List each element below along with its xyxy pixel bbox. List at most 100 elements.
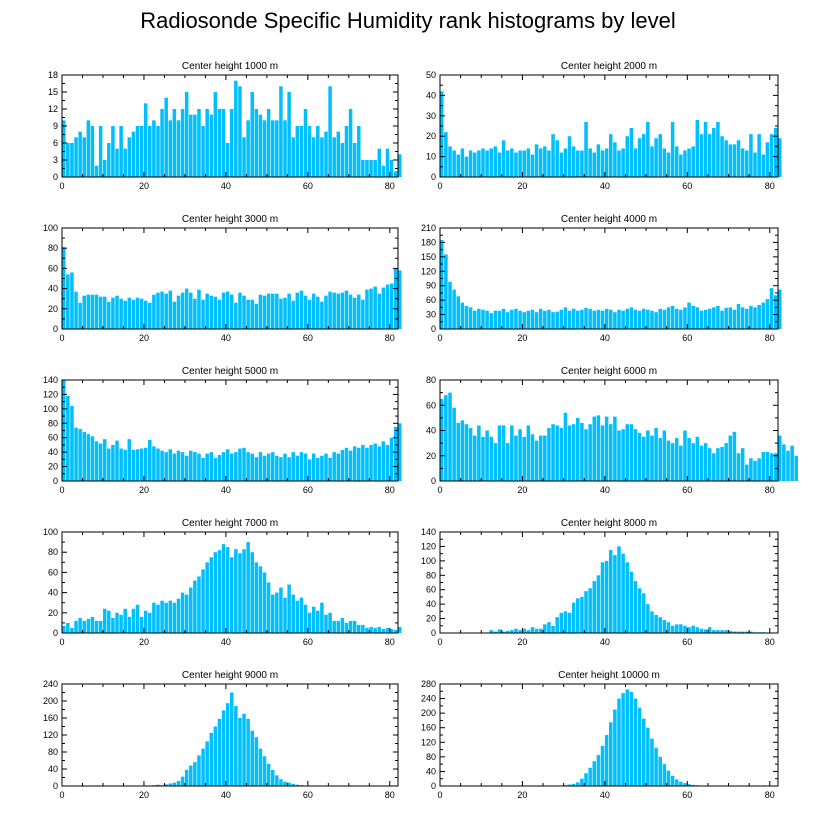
bar	[613, 312, 617, 329]
bar	[66, 143, 70, 177]
bar	[613, 709, 617, 786]
bar	[258, 114, 263, 177]
bar	[654, 138, 658, 177]
bar	[279, 779, 283, 786]
bar	[385, 148, 390, 177]
bar	[580, 778, 584, 786]
bar	[230, 453, 234, 481]
bar	[320, 602, 324, 633]
y-tick-label: 0	[53, 172, 58, 182]
panel-title: Center height 9000 m	[182, 670, 278, 681]
bar	[176, 450, 181, 481]
bar	[295, 292, 300, 329]
x-tick-label: 20	[517, 485, 527, 495]
bar	[94, 165, 99, 177]
x-tick-label: 80	[385, 637, 395, 647]
bar	[184, 92, 189, 177]
bar	[193, 114, 197, 177]
bar	[567, 425, 572, 481]
bar	[189, 587, 193, 633]
bar	[385, 627, 390, 633]
bar	[86, 434, 91, 481]
bar	[74, 427, 78, 481]
bar	[225, 703, 230, 787]
bar	[303, 295, 308, 329]
bar	[365, 289, 369, 329]
bar	[600, 425, 605, 481]
bar	[275, 592, 279, 633]
y-tick-label: 200	[43, 696, 58, 706]
bar	[283, 297, 287, 329]
bar	[254, 737, 259, 787]
bar	[62, 120, 66, 177]
bar	[275, 775, 279, 787]
bar	[761, 154, 766, 177]
bar	[381, 287, 386, 329]
y-tick-label: 20	[426, 131, 436, 141]
bar	[164, 602, 168, 633]
bar	[691, 625, 695, 633]
bar	[633, 581, 638, 633]
bar	[646, 430, 650, 481]
bar	[522, 150, 526, 177]
bar	[563, 611, 568, 633]
x-tick-label: 20	[517, 333, 527, 343]
y-tick-label: 40	[48, 764, 58, 774]
bar	[234, 706, 238, 786]
bar	[555, 425, 559, 481]
bar	[547, 622, 551, 633]
bar	[600, 745, 605, 786]
bar	[662, 620, 667, 633]
bar	[283, 597, 287, 633]
bar	[658, 308, 662, 329]
bar	[266, 453, 271, 481]
bar	[514, 628, 518, 633]
bar	[213, 296, 218, 329]
bar	[510, 425, 514, 481]
bar	[307, 299, 312, 329]
bar	[773, 453, 778, 481]
bar	[703, 443, 708, 482]
bar	[238, 292, 242, 329]
y-tick-label: 240	[421, 694, 436, 704]
bar	[348, 109, 353, 177]
bar	[489, 436, 493, 481]
bar	[148, 612, 152, 633]
bar	[398, 423, 402, 481]
bar	[584, 121, 588, 177]
bar	[679, 309, 683, 329]
y-tick-label: 15	[48, 87, 58, 97]
bar	[728, 435, 733, 481]
bar	[703, 121, 708, 177]
bar	[769, 134, 774, 177]
panel-2: Center height 2000 m 0 20 40 60 80 0 10 20 30 40 50	[426, 61, 782, 191]
bar	[650, 738, 654, 786]
bar	[66, 274, 70, 329]
bar	[567, 310, 572, 329]
bar	[534, 312, 539, 329]
panel-6: Center height 6000 m 0 20 40 60 80 0 20 40 60 80	[426, 366, 799, 495]
bar	[209, 452, 214, 481]
y-tick-label: 0	[431, 324, 436, 334]
panel-8: Center height 8000 m 0 20 40 60 80 0 20 40 60 80 10…	[421, 518, 779, 647]
bar	[197, 576, 201, 633]
bar	[74, 137, 78, 177]
bar	[119, 448, 123, 481]
bar	[279, 457, 283, 481]
bar	[633, 309, 638, 329]
bar	[148, 126, 152, 177]
y-tick-label: 40	[426, 426, 436, 436]
bar	[749, 458, 753, 481]
x-tick-label: 40	[600, 333, 610, 343]
bar	[481, 436, 485, 481]
bar	[740, 307, 745, 329]
bar	[180, 109, 185, 177]
bar	[563, 148, 568, 177]
y-tick-label: 140	[421, 527, 436, 537]
bar	[621, 429, 625, 481]
panel-title: Center height 3000 m	[182, 214, 278, 225]
bar	[180, 452, 185, 481]
bar	[666, 307, 671, 329]
bar	[270, 120, 275, 177]
